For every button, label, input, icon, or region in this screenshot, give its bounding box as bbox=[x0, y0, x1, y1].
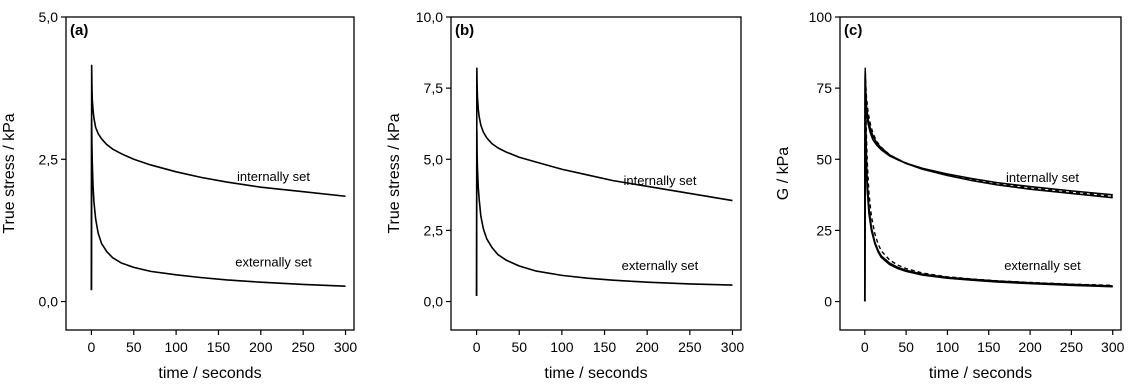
x-tick-label: 100 bbox=[164, 339, 188, 355]
series-group bbox=[475, 67, 733, 296]
y-axis-title: True stress / kPa bbox=[1, 113, 18, 233]
plot-frame bbox=[450, 16, 742, 331]
annotation-label: internally set bbox=[237, 169, 310, 184]
x-tick-label: 150 bbox=[207, 339, 231, 355]
annotation-label: externally set bbox=[1004, 258, 1081, 273]
y-tick-label: 100 bbox=[809, 9, 833, 25]
y-axis-title: True stress / kPa bbox=[386, 113, 403, 233]
x-tick-label: 200 bbox=[1018, 339, 1042, 355]
x-axis-title: time / seconds bbox=[929, 365, 1032, 382]
series-line-2 bbox=[90, 118, 346, 291]
series-line-1 bbox=[475, 67, 733, 296]
x-tick-label: 200 bbox=[635, 339, 659, 355]
panel-1: 0 50 100 150 200 250 300 0,0 2,5 5,0 time / second… bbox=[1, 9, 357, 382]
y-tick-label: 5,0 bbox=[39, 9, 59, 25]
x-tick-label: 300 bbox=[1101, 339, 1125, 355]
y-tick-label: 2,5 bbox=[39, 151, 59, 167]
panel-label: (a) bbox=[70, 22, 88, 39]
series-line-2 bbox=[475, 130, 733, 296]
x-tick-label: 250 bbox=[291, 339, 315, 355]
x-tick-label: 100 bbox=[936, 339, 960, 355]
series-line-2 bbox=[863, 75, 1113, 302]
annotation-label: internally set bbox=[623, 173, 696, 188]
series-line-1 bbox=[90, 64, 346, 291]
x-tick-label: 250 bbox=[1060, 339, 1084, 355]
y-tick-label: 2,5 bbox=[424, 222, 444, 238]
x-tick-label: 100 bbox=[550, 339, 574, 355]
series-line-5 bbox=[863, 78, 1113, 302]
annotation-label: externally set bbox=[235, 254, 312, 269]
y-tick-label: 25 bbox=[816, 222, 832, 238]
x-axis-title: time / seconds bbox=[158, 365, 261, 382]
panel-label: (c) bbox=[844, 22, 862, 39]
series-group bbox=[90, 64, 346, 291]
y-axis-title: G / kPa bbox=[775, 147, 792, 200]
y-tick-label: 10,0 bbox=[416, 9, 443, 25]
x-tick-label: 300 bbox=[334, 339, 358, 355]
x-axis-title: time / seconds bbox=[544, 365, 647, 382]
x-tick-label: 300 bbox=[721, 339, 745, 355]
y-tick-label: 7,5 bbox=[424, 80, 444, 96]
x-tick-label: 200 bbox=[249, 339, 273, 355]
plot-frame bbox=[839, 16, 1122, 331]
x-tick-label: 50 bbox=[898, 339, 914, 355]
plot-frame bbox=[65, 16, 355, 331]
y-tick-label: 0,0 bbox=[424, 294, 444, 310]
x-tick-label: 250 bbox=[678, 339, 702, 355]
y-tick-label: 0 bbox=[824, 294, 832, 310]
x-tick-label: 150 bbox=[977, 339, 1001, 355]
panel-label: (b) bbox=[455, 22, 474, 39]
x-tick-label: 0 bbox=[473, 339, 481, 355]
y-tick-label: 75 bbox=[816, 80, 832, 96]
y-tick-label: 0,0 bbox=[39, 294, 59, 310]
series-group bbox=[863, 67, 1113, 302]
annotation-label: externally set bbox=[622, 258, 699, 273]
x-tick-label: 0 bbox=[88, 339, 96, 355]
panel-2: 0 50 100 150 200 250 300 0,0 2,5 5,0 7,5 10,0 time /… bbox=[386, 9, 744, 382]
series-line-3 bbox=[864, 67, 1113, 302]
x-tick-label: 0 bbox=[861, 339, 869, 355]
y-tick-label: 50 bbox=[816, 151, 832, 167]
annotation-label: internally set bbox=[1006, 170, 1079, 185]
x-tick-label: 50 bbox=[511, 339, 527, 355]
x-tick-label: 150 bbox=[593, 339, 617, 355]
x-tick-label: 50 bbox=[126, 339, 142, 355]
panel-3: 0 50 100 150 200 250 300 0 25 50 75 100 time / secon… bbox=[775, 9, 1125, 382]
y-tick-label: 5,0 bbox=[424, 151, 444, 167]
